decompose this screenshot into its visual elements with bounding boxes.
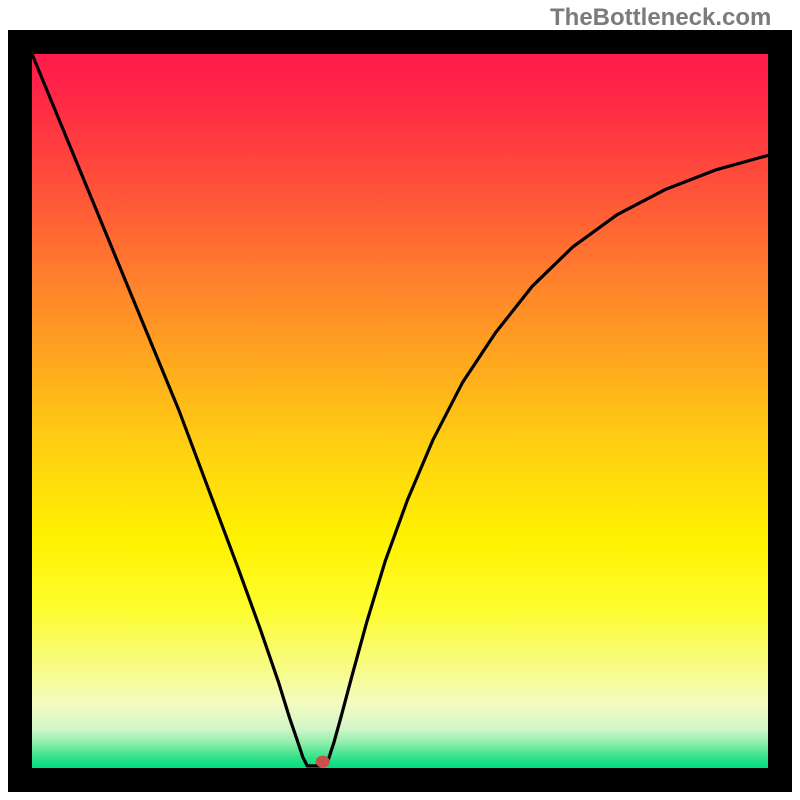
curve-path <box>32 54 768 766</box>
bottleneck-curve <box>32 54 768 768</box>
plot-area <box>32 54 768 768</box>
chart-root: TheBottleneck.com <box>0 0 800 800</box>
optimum-marker <box>316 756 330 768</box>
watermark-text: TheBottleneck.com <box>550 4 771 32</box>
